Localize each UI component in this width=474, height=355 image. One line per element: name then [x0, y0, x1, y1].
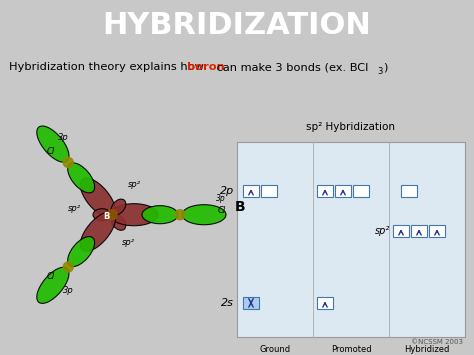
Circle shape [175, 210, 185, 220]
Text: Hybridization theory explains how: Hybridization theory explains how [9, 62, 207, 72]
Text: 2s: 2s [221, 298, 234, 308]
Bar [429, 225, 445, 237]
Bar [401, 185, 417, 197]
Text: 2p: 2p [220, 186, 234, 196]
Bar [353, 185, 369, 197]
Text: 3p: 3p [58, 133, 69, 142]
Bar [261, 185, 277, 197]
Ellipse shape [80, 212, 116, 251]
Text: HYBRIDIZATION: HYBRIDIZATION [103, 11, 371, 40]
Text: B: B [235, 200, 246, 214]
Circle shape [107, 210, 117, 220]
Bar [243, 185, 259, 197]
Text: Promoted
State: Promoted State [331, 345, 371, 355]
Bar [317, 185, 333, 197]
Bar [335, 185, 351, 197]
Text: boron: boron [187, 62, 225, 72]
Ellipse shape [182, 205, 226, 225]
Text: Ground
State: Ground State [259, 345, 291, 355]
Text: 3p: 3p [216, 194, 226, 203]
Text: Hybridized
State: Hybridized State [404, 345, 450, 355]
Ellipse shape [68, 163, 95, 193]
Text: Cl: Cl [218, 206, 226, 215]
Text: 3p: 3p [64, 286, 74, 295]
Text: sp²: sp² [68, 204, 81, 213]
Circle shape [64, 262, 73, 272]
Ellipse shape [37, 126, 69, 162]
Text: ©NCSSM 2003: ©NCSSM 2003 [411, 339, 463, 345]
Text: ): ) [383, 62, 387, 72]
Text: B: B [103, 212, 109, 221]
Ellipse shape [111, 214, 126, 230]
Ellipse shape [93, 209, 111, 221]
Ellipse shape [110, 204, 158, 226]
Bar [317, 297, 333, 309]
Bar [237, 142, 465, 337]
Ellipse shape [37, 267, 69, 304]
Ellipse shape [142, 206, 178, 224]
Circle shape [64, 158, 73, 168]
Text: sp²: sp² [122, 238, 135, 247]
Bar [411, 225, 427, 237]
Bar [243, 297, 259, 309]
Text: Cl: Cl [46, 147, 55, 157]
Ellipse shape [111, 199, 126, 215]
Text: 3: 3 [378, 67, 383, 76]
Ellipse shape [80, 178, 116, 218]
Text: Cl: Cl [46, 272, 55, 281]
Ellipse shape [68, 236, 95, 267]
Bar [393, 225, 409, 237]
Text: sp²: sp² [375, 226, 390, 236]
Text: sp²: sp² [128, 180, 141, 189]
Text: can make 3 bonds (ex. BCl: can make 3 bonds (ex. BCl [213, 62, 369, 72]
Text: sp² Hybridization: sp² Hybridization [307, 121, 395, 131]
